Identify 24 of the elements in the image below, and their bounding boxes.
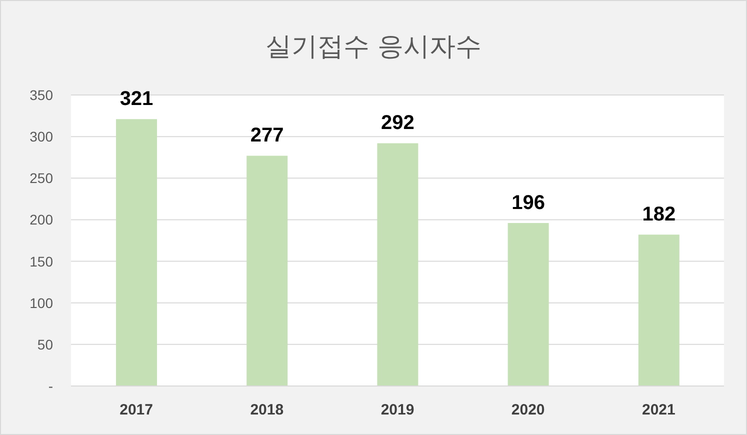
bar [377,143,418,386]
data-label: 182 [642,204,676,226]
chart-title: 실기접수 응시자수 [264,31,483,64]
y-tick-label: 50 [37,336,54,352]
x-tick-label: 2017 [120,402,153,419]
bar [246,156,288,386]
y-tick-label: 150 [30,253,54,270]
y-tick-label: 200 [30,212,54,228]
y-tick-label: 100 [30,294,54,311]
x-tick-label: 2018 [250,402,284,419]
data-label: 321 [120,88,154,110]
bar [638,234,680,386]
data-label: 277 [250,124,284,147]
data-label: 196 [512,192,545,214]
x-tick-label: 2020 [511,402,545,419]
y-tick-label: 350 [30,86,54,103]
y-tick-label: - [48,378,54,394]
bar [508,223,549,386]
data-label: 292 [381,112,414,134]
y-tick-label: 250 [30,170,54,186]
x-tick-label: 2021 [642,402,676,419]
x-tick-label: 2019 [380,402,414,419]
bar [116,119,157,386]
y-tick-label: 300 [30,128,54,145]
